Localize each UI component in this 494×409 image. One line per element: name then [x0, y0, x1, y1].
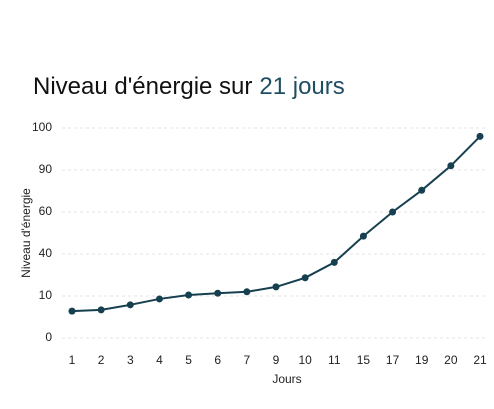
y-axis-label: Niveau d'énergie	[19, 188, 33, 278]
point	[418, 186, 426, 194]
y-tick-label: 60	[39, 204, 53, 218]
x-tick-label: 3	[127, 353, 134, 367]
point	[389, 208, 397, 216]
point	[272, 283, 280, 291]
point	[243, 288, 251, 296]
x-tick-label: 19	[415, 353, 429, 367]
x-tick-label: 21	[473, 353, 487, 367]
chart-title: Niveau d'énergie sur 21 jours	[33, 73, 345, 100]
point	[330, 258, 338, 266]
point	[214, 289, 222, 297]
title-text: Niveau d'énergie sur	[33, 73, 252, 100]
y-tick-label: 90	[39, 162, 53, 176]
x-tick-label: 5	[185, 353, 192, 367]
point	[97, 306, 105, 314]
y-tick-label: 100	[32, 120, 52, 134]
x-axis-label: Jours	[272, 372, 301, 386]
point	[155, 295, 163, 303]
x-tick-label: 11	[328, 353, 341, 367]
point	[359, 232, 367, 240]
point	[185, 291, 193, 299]
x-tick-label: 2	[98, 353, 105, 367]
title-highlight: 21 jours	[259, 73, 344, 100]
x-tick-label: 1	[69, 353, 76, 367]
point	[476, 132, 484, 140]
y-tick-label: 0	[45, 330, 52, 344]
point	[447, 162, 455, 170]
point	[301, 274, 309, 282]
x-tick-label: 4	[156, 353, 163, 367]
x-tick-label: 15	[357, 353, 371, 367]
y-tick-label: 40	[39, 246, 53, 260]
x-tick-label: 9	[273, 353, 280, 367]
y-tick-label: 10	[39, 288, 53, 302]
x-tick-label: 7	[244, 353, 251, 367]
point	[68, 307, 76, 315]
x-tick-label: 6	[214, 353, 221, 367]
point	[126, 301, 134, 309]
x-tick-label: 20	[444, 353, 458, 367]
x-tick-label: 17	[386, 353, 400, 367]
x-tick-label: 10	[298, 353, 312, 367]
